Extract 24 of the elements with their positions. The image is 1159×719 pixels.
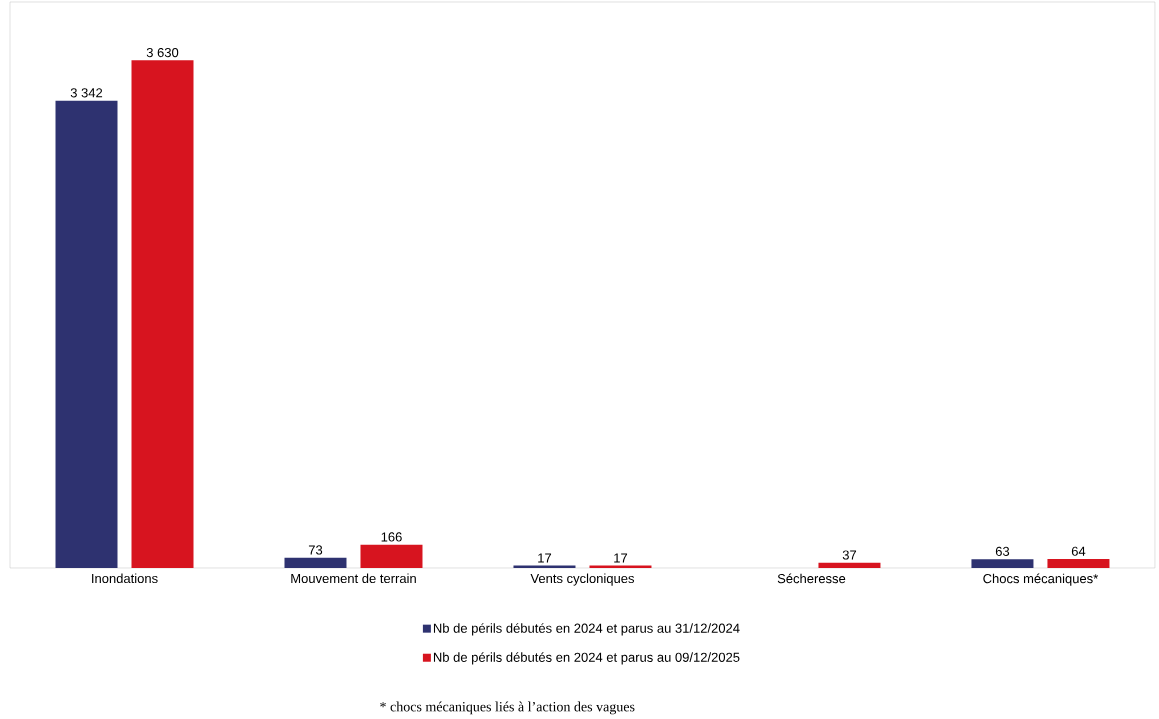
data-label: 37 xyxy=(842,550,857,560)
data-label: 3 342 xyxy=(70,88,103,98)
bar xyxy=(1047,559,1110,568)
data-label: 63 xyxy=(995,546,1010,556)
bar xyxy=(284,557,347,568)
data-label: 64 xyxy=(1071,546,1086,556)
x-tick-label: Inondations xyxy=(92,573,158,584)
data-label: 3 630 xyxy=(146,47,179,58)
x-tick-label: Vents cycloniques xyxy=(530,573,635,586)
x-tick-label: Mouvement de terrain xyxy=(291,573,416,584)
x-tick-label: Sécheresse xyxy=(777,573,846,584)
bar xyxy=(131,60,194,568)
text: * chocs mécaniques liés à l’action des vagues xyxy=(380,701,635,715)
x-tick-label: Chocs mécaniques* xyxy=(983,573,1099,586)
bar xyxy=(55,100,118,568)
legend-label: Nb de périls débutés en 2024 et parus au 09/12/2025 xyxy=(433,652,740,665)
data-label: 17 xyxy=(538,553,552,563)
legend-label: Nb de périls débutés en 2024 et parus au 31/12/2024 xyxy=(433,623,740,636)
data-label: 73 xyxy=(308,545,323,555)
bar xyxy=(360,544,423,568)
bar xyxy=(818,562,881,568)
data-label: 17 xyxy=(614,553,628,563)
data-label: 166 xyxy=(381,532,402,542)
bar xyxy=(971,559,1034,568)
